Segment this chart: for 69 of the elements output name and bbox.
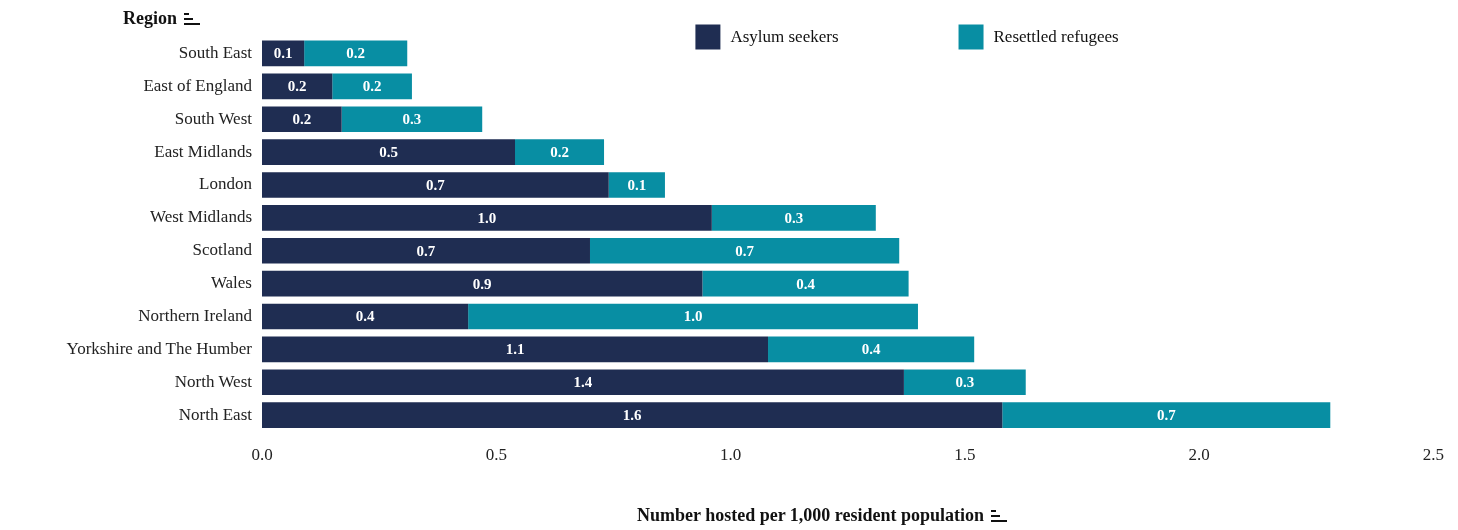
y-tick-label: North East xyxy=(178,404,253,424)
y-tick-label: Northern Ireland xyxy=(138,305,253,325)
bar xyxy=(262,369,904,396)
y-tick-label: London xyxy=(199,174,253,194)
data-label: 0.2 xyxy=(362,78,382,95)
bar xyxy=(711,205,876,231)
bar xyxy=(262,402,1003,428)
data-label: 0.3 xyxy=(784,209,804,226)
x-tick-label: 0.5 xyxy=(485,445,507,465)
data-label: 0.7 xyxy=(735,242,755,259)
bar xyxy=(262,172,609,198)
y-tick-label: North West xyxy=(174,371,253,391)
data-label: 0.2 xyxy=(346,45,366,62)
y-tick-label: Wales xyxy=(210,273,252,293)
bar xyxy=(262,139,516,165)
data-label: 1.0 xyxy=(477,209,497,226)
legend-label: Resettled refugees xyxy=(993,27,1119,47)
data-label: 0.4 xyxy=(355,308,375,325)
data-label: 1.4 xyxy=(573,374,593,391)
bar xyxy=(341,106,483,133)
y-tick-label: South West xyxy=(174,108,253,128)
bar xyxy=(903,369,1026,396)
x-tick-label: 1.5 xyxy=(954,445,976,465)
data-label: 0.4 xyxy=(861,341,881,358)
y-tick-label: Scotland xyxy=(192,240,253,260)
data-label: 0.7 xyxy=(416,242,436,259)
y-tick-label: West Midlands xyxy=(149,207,252,227)
bar xyxy=(262,73,333,100)
data-label: 1.6 xyxy=(622,407,643,424)
y-tick-label: East Midlands xyxy=(154,141,252,161)
data-label: 0.9 xyxy=(472,275,492,292)
data-label: 1.1 xyxy=(505,341,525,358)
bar xyxy=(304,40,408,67)
data-label: 0.4 xyxy=(796,275,816,292)
bar xyxy=(702,270,909,297)
x-tick-label: 1.0 xyxy=(719,445,742,465)
bar xyxy=(589,237,900,264)
data-label: 0.2 xyxy=(292,111,312,128)
x-tick-label: 0.0 xyxy=(251,445,273,465)
bar xyxy=(262,237,590,264)
bar xyxy=(262,336,769,363)
data-label: 0.3 xyxy=(955,374,975,391)
data-label: 0.2 xyxy=(287,78,307,95)
y-tick-label: Yorkshire and The Humber xyxy=(66,338,253,358)
bar xyxy=(262,303,469,330)
x-tick-label: 2.0 xyxy=(1188,445,1210,465)
y-axis-title: Region xyxy=(123,8,177,29)
data-label: 1.0 xyxy=(683,308,703,325)
bar xyxy=(515,139,605,165)
bar xyxy=(1002,402,1331,428)
bar xyxy=(262,205,712,231)
bar xyxy=(468,303,918,330)
bar xyxy=(262,270,703,297)
bar xyxy=(262,106,342,133)
data-label: 0.1 xyxy=(627,176,647,193)
data-label: 0.5 xyxy=(379,143,398,160)
y-tick-label: East of England xyxy=(143,75,253,95)
bar xyxy=(768,336,975,363)
y-tick-label: South East xyxy=(178,42,253,62)
x-axis-title: Number hosted per 1,000 resident population xyxy=(637,505,985,526)
bar xyxy=(608,172,665,198)
data-label: 0.2 xyxy=(550,143,569,160)
data-label: 0.7 xyxy=(1156,407,1177,424)
bar xyxy=(332,73,412,100)
data-label: 0.1 xyxy=(273,45,293,62)
data-label: 0.3 xyxy=(402,111,422,128)
data-label: 0.7 xyxy=(425,176,446,193)
legend-label: Asylum seekers xyxy=(730,27,839,47)
x-tick-label: 2.5 xyxy=(1422,445,1444,465)
